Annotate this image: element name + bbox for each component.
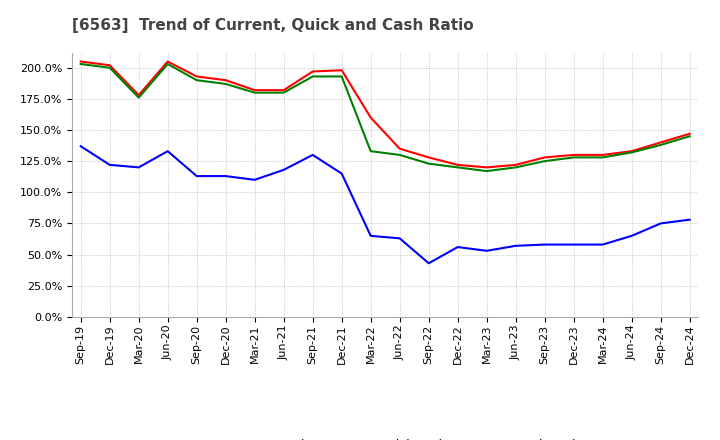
Current Ratio: [424, 155, 433, 160]
Quick Ratio: [338, 74, 346, 79]
Cash Ratio: [657, 221, 665, 226]
Cash Ratio: [685, 217, 694, 222]
Cash Ratio: [338, 171, 346, 176]
Quick Ratio: [251, 90, 259, 95]
Quick Ratio: [105, 65, 114, 70]
Current Ratio: [482, 165, 491, 170]
Quick Ratio: [598, 155, 607, 160]
Cash Ratio: [511, 243, 520, 249]
Cash Ratio: [163, 149, 172, 154]
Cash Ratio: [627, 233, 636, 238]
Quick Ratio: [541, 158, 549, 164]
Cash Ratio: [482, 248, 491, 253]
Cash Ratio: [251, 177, 259, 183]
Current Ratio: [135, 92, 143, 98]
Cash Ratio: [570, 242, 578, 247]
Current Ratio: [279, 88, 288, 93]
Quick Ratio: [395, 152, 404, 158]
Cash Ratio: [135, 165, 143, 170]
Current Ratio: [541, 155, 549, 160]
Cash Ratio: [279, 167, 288, 172]
Cash Ratio: [598, 242, 607, 247]
Cash Ratio: [454, 245, 462, 250]
Cash Ratio: [541, 242, 549, 247]
Quick Ratio: [308, 74, 317, 79]
Cash Ratio: [221, 173, 230, 179]
Quick Ratio: [221, 81, 230, 87]
Text: [6563]  Trend of Current, Quick and Cash Ratio: [6563] Trend of Current, Quick and Cash …: [72, 18, 474, 33]
Current Ratio: [251, 88, 259, 93]
Line: Quick Ratio: Quick Ratio: [81, 64, 690, 171]
Cash Ratio: [395, 236, 404, 241]
Current Ratio: [627, 149, 636, 154]
Quick Ratio: [163, 61, 172, 66]
Current Ratio: [163, 59, 172, 64]
Current Ratio: [395, 146, 404, 151]
Current Ratio: [685, 131, 694, 136]
Current Ratio: [511, 162, 520, 168]
Cash Ratio: [424, 260, 433, 266]
Quick Ratio: [279, 90, 288, 95]
Current Ratio: [76, 59, 85, 64]
Quick Ratio: [570, 155, 578, 160]
Current Ratio: [454, 162, 462, 168]
Line: Cash Ratio: Cash Ratio: [81, 146, 690, 263]
Quick Ratio: [192, 77, 201, 83]
Quick Ratio: [454, 165, 462, 170]
Cash Ratio: [366, 233, 375, 238]
Current Ratio: [338, 68, 346, 73]
Quick Ratio: [135, 95, 143, 100]
Quick Ratio: [366, 149, 375, 154]
Current Ratio: [192, 74, 201, 79]
Quick Ratio: [76, 61, 85, 66]
Quick Ratio: [657, 142, 665, 147]
Current Ratio: [657, 140, 665, 145]
Line: Current Ratio: Current Ratio: [81, 62, 690, 167]
Legend: Current Ratio, Quick Ratio, Cash Ratio: Current Ratio, Quick Ratio, Cash Ratio: [182, 434, 588, 440]
Current Ratio: [105, 62, 114, 68]
Cash Ratio: [308, 152, 317, 158]
Quick Ratio: [511, 165, 520, 170]
Quick Ratio: [685, 134, 694, 139]
Current Ratio: [366, 115, 375, 120]
Quick Ratio: [627, 150, 636, 155]
Cash Ratio: [105, 162, 114, 168]
Current Ratio: [570, 152, 578, 158]
Current Ratio: [598, 152, 607, 158]
Cash Ratio: [192, 173, 201, 179]
Current Ratio: [308, 69, 317, 74]
Quick Ratio: [424, 161, 433, 166]
Cash Ratio: [76, 143, 85, 149]
Current Ratio: [221, 77, 230, 83]
Quick Ratio: [482, 169, 491, 174]
